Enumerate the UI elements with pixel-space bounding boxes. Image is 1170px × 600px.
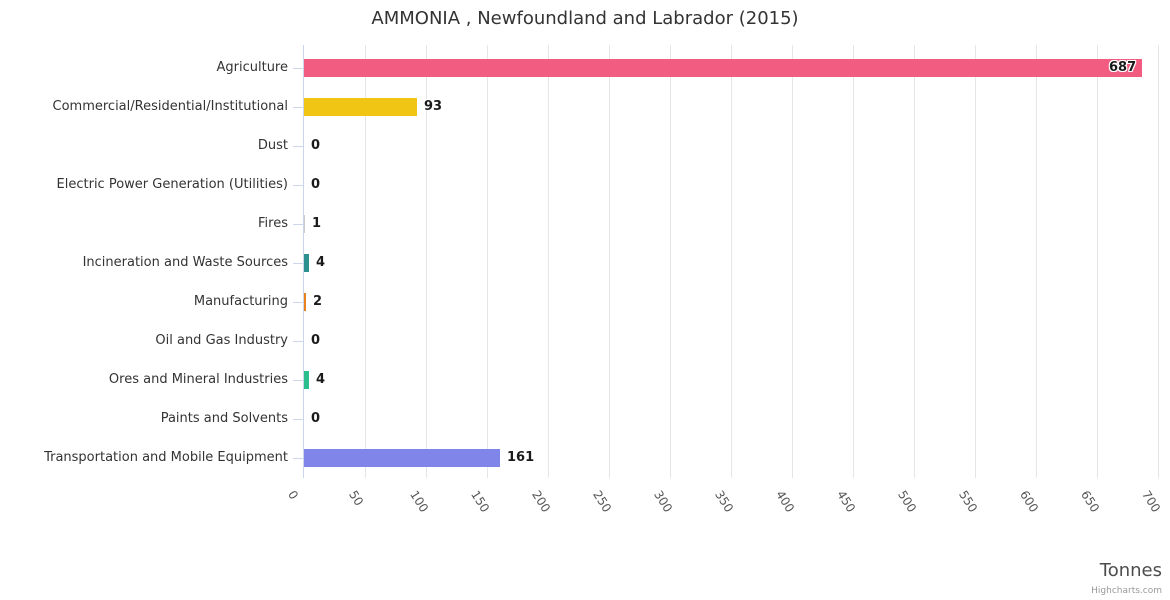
category-label: Ores and Mineral Industries <box>108 372 288 387</box>
bar-8[interactable] <box>304 371 309 389</box>
x-axis-tick-label: 350 <box>712 488 737 515</box>
x-axis-tick-label: 0 <box>285 488 302 502</box>
data-label: 0 <box>311 138 321 153</box>
x-axis-tick-label: 150 <box>468 488 493 515</box>
gridline <box>792 45 793 478</box>
bar-6[interactable] <box>304 293 306 311</box>
gridline <box>548 45 549 478</box>
gridline <box>365 45 366 478</box>
bar-5[interactable] <box>304 254 309 272</box>
category-label: Manufacturing <box>193 294 288 309</box>
category-label: Electric Power Generation (Utilities) <box>56 177 288 192</box>
category-tick <box>293 68 303 69</box>
gridline <box>670 45 671 478</box>
data-label: 4 <box>316 372 326 387</box>
data-label: 93 <box>424 99 443 114</box>
category-tick <box>293 341 303 342</box>
x-axis-title: Tonnes <box>1099 560 1162 581</box>
gridline <box>487 45 488 478</box>
data-label: 687 <box>1109 60 1137 75</box>
x-axis-tick-label: 450 <box>834 488 859 515</box>
gridline <box>975 45 976 478</box>
y-axis-line <box>303 45 304 478</box>
x-axis-tick-label: 400 <box>773 488 798 515</box>
x-axis-tick-label: 600 <box>1017 488 1042 515</box>
gridline <box>731 45 732 478</box>
category-tick <box>293 419 303 420</box>
category-tick <box>293 302 303 303</box>
gridline <box>1158 45 1159 478</box>
data-label: 0 <box>311 333 321 348</box>
data-label: 0 <box>311 411 321 426</box>
x-axis-tick-label: 500 <box>895 488 920 515</box>
category-tick <box>293 146 303 147</box>
category-tick <box>293 224 303 225</box>
x-axis-tick-label: 300 <box>651 488 676 515</box>
category-label: Transportation and Mobile Equipment <box>44 450 288 465</box>
bar-4[interactable] <box>304 215 305 233</box>
x-axis-tick-label: 650 <box>1078 488 1103 515</box>
category-label: Dust <box>257 138 288 153</box>
x-axis-tick-label: 250 <box>590 488 615 515</box>
bar-10[interactable] <box>304 449 500 467</box>
category-tick <box>293 263 303 264</box>
gridline <box>426 45 427 478</box>
data-label: 4 <box>316 255 326 270</box>
category-label: Agriculture <box>216 60 289 75</box>
x-axis-tick-label: 550 <box>956 488 981 515</box>
category-label: Paints and Solvents <box>160 411 288 426</box>
data-label: 161 <box>507 450 535 465</box>
gridline <box>914 45 915 478</box>
x-axis-tick-label: 50 <box>346 488 367 509</box>
gridline <box>1036 45 1037 478</box>
gridline <box>853 45 854 478</box>
category-label: Commercial/Residential/Institutional <box>52 99 289 114</box>
x-axis-tick-label: 200 <box>529 488 554 515</box>
category-tick <box>293 380 303 381</box>
category-label: Oil and Gas Industry <box>155 333 288 348</box>
bar-1[interactable] <box>304 98 417 116</box>
gridline <box>609 45 610 478</box>
category-label: Fires <box>258 216 288 231</box>
x-axis-tick-label: 700 <box>1139 488 1164 515</box>
gridline <box>1097 45 1098 478</box>
x-axis-tick-label: 100 <box>407 488 432 515</box>
category-label: Incineration and Waste Sources <box>82 255 288 270</box>
category-tick <box>293 458 303 459</box>
highcharts-credits-link[interactable]: Highcharts.com <box>1091 586 1162 596</box>
data-label: 0 <box>311 177 321 192</box>
data-label: 1 <box>312 216 322 231</box>
category-tick <box>293 185 303 186</box>
category-tick <box>293 107 303 108</box>
chart-title: AMMONIA , Newfoundland and Labrador (201… <box>371 8 799 29</box>
bar-0[interactable] <box>304 59 1142 77</box>
data-label: 2 <box>313 294 323 309</box>
